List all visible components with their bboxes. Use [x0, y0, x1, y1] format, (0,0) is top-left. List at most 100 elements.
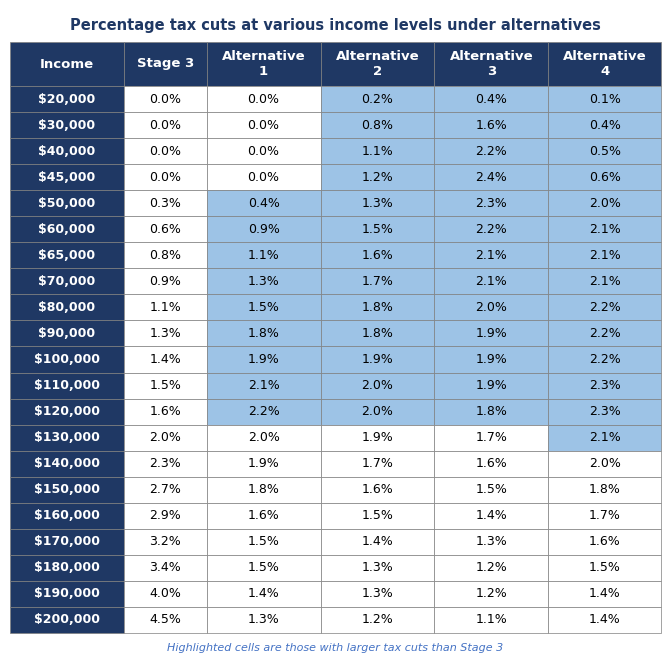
Text: 2.2%: 2.2% [589, 327, 621, 340]
Text: 1.4%: 1.4% [248, 588, 279, 600]
Bar [321, 42, 434, 86]
Bar [10, 164, 124, 190]
Bar [124, 138, 207, 164]
Bar [124, 607, 207, 633]
Bar [207, 451, 321, 477]
Text: 0.0%: 0.0% [248, 171, 280, 184]
Bar [321, 216, 434, 243]
Text: $110,000: $110,000 [34, 379, 100, 392]
Bar [207, 503, 321, 529]
Bar [434, 86, 548, 112]
Bar [10, 294, 124, 321]
Bar [548, 399, 661, 424]
Text: Percentage tax cuts at various income levels under alternatives: Percentage tax cuts at various income le… [70, 18, 601, 33]
Bar [434, 424, 548, 451]
Text: 2.2%: 2.2% [589, 301, 621, 314]
Bar [434, 529, 548, 555]
Bar [321, 503, 434, 529]
Text: 1.5%: 1.5% [248, 561, 280, 574]
Bar [548, 216, 661, 243]
Bar [10, 268, 124, 294]
Text: 1.4%: 1.4% [362, 535, 393, 549]
Text: 1.3%: 1.3% [362, 561, 393, 574]
Text: 3.2%: 3.2% [150, 535, 181, 549]
Text: 1.2%: 1.2% [476, 561, 507, 574]
Bar [10, 529, 124, 555]
Bar [321, 190, 434, 216]
Text: 2.1%: 2.1% [589, 223, 621, 236]
Text: 1.9%: 1.9% [248, 457, 279, 470]
Text: 0.4%: 0.4% [588, 118, 621, 132]
Text: 1.8%: 1.8% [248, 327, 280, 340]
Text: 1.6%: 1.6% [150, 405, 181, 418]
Text: $150,000: $150,000 [34, 483, 100, 496]
Text: 1.5%: 1.5% [248, 301, 280, 314]
Bar [124, 321, 207, 346]
Text: 2.0%: 2.0% [248, 431, 280, 444]
Text: 1.7%: 1.7% [476, 431, 507, 444]
Text: 2.1%: 2.1% [476, 275, 507, 288]
Text: 1.9%: 1.9% [362, 431, 393, 444]
Text: 2.9%: 2.9% [150, 509, 181, 522]
Text: 1.6%: 1.6% [362, 249, 393, 262]
Bar [207, 86, 321, 112]
Bar [321, 268, 434, 294]
Text: $20,000: $20,000 [38, 93, 95, 106]
Bar [10, 503, 124, 529]
Bar [207, 424, 321, 451]
Text: 1.9%: 1.9% [248, 353, 279, 366]
Text: 0.5%: 0.5% [588, 145, 621, 157]
Text: 1.3%: 1.3% [248, 613, 279, 627]
Bar [207, 190, 321, 216]
Bar [321, 529, 434, 555]
Bar [124, 477, 207, 503]
Text: 2.2%: 2.2% [476, 145, 507, 157]
Bar [124, 164, 207, 190]
Bar [124, 581, 207, 607]
Text: Alternative
4: Alternative 4 [563, 50, 646, 78]
Bar [124, 190, 207, 216]
Text: 1.2%: 1.2% [476, 588, 507, 600]
Text: 2.0%: 2.0% [588, 457, 621, 470]
Bar [434, 164, 548, 190]
Text: 2.0%: 2.0% [362, 405, 393, 418]
Bar [548, 607, 661, 633]
Text: 1.6%: 1.6% [362, 483, 393, 496]
Bar [207, 399, 321, 424]
Bar [434, 607, 548, 633]
Bar [548, 346, 661, 373]
Bar [434, 373, 548, 399]
Text: $45,000: $45,000 [38, 171, 95, 184]
Text: 1.6%: 1.6% [476, 118, 507, 132]
Bar [207, 112, 321, 138]
Bar [124, 555, 207, 581]
Bar [124, 451, 207, 477]
Text: Highlighted cells are those with larger tax cuts than Stage 3: Highlighted cells are those with larger … [167, 643, 504, 653]
Bar [321, 399, 434, 424]
Text: 2.3%: 2.3% [589, 405, 621, 418]
Text: 1.9%: 1.9% [476, 379, 507, 392]
Text: $80,000: $80,000 [38, 301, 95, 314]
Bar [321, 138, 434, 164]
Bar [124, 42, 207, 86]
Bar [207, 581, 321, 607]
Bar [124, 424, 207, 451]
Text: 1.4%: 1.4% [589, 588, 621, 600]
Bar [124, 216, 207, 243]
Text: 0.9%: 0.9% [150, 275, 181, 288]
Bar [321, 321, 434, 346]
Bar [434, 346, 548, 373]
Bar [124, 503, 207, 529]
Text: 2.1%: 2.1% [589, 275, 621, 288]
Text: 1.7%: 1.7% [588, 509, 621, 522]
Bar [321, 555, 434, 581]
Bar [10, 86, 124, 112]
Text: 1.6%: 1.6% [476, 457, 507, 470]
Bar [207, 243, 321, 268]
Text: 1.3%: 1.3% [362, 197, 393, 210]
Bar [124, 294, 207, 321]
Text: 1.9%: 1.9% [362, 353, 393, 366]
Bar [548, 42, 661, 86]
Bar [434, 112, 548, 138]
Bar [10, 581, 124, 607]
